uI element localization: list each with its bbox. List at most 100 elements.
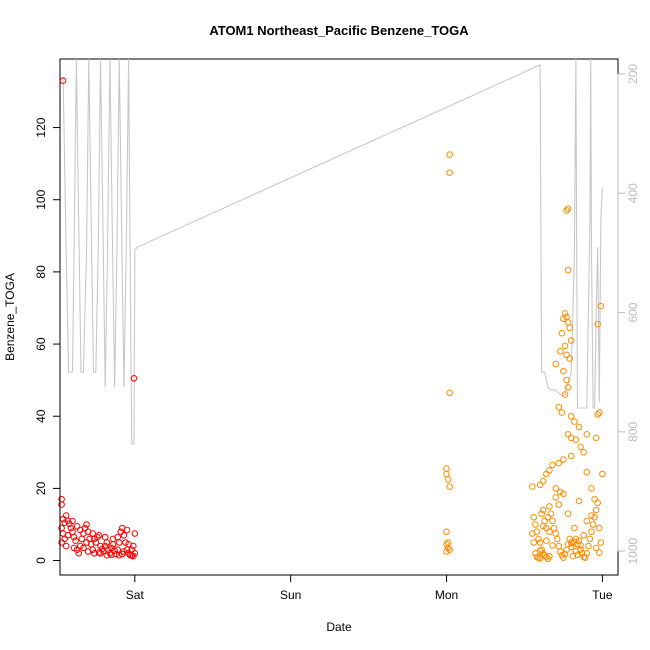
y-tick-label: 0 <box>34 557 48 564</box>
data-point <box>61 535 68 543</box>
data-point <box>546 528 553 536</box>
x-tick-label: Sun <box>280 588 301 602</box>
data-point <box>563 351 570 359</box>
plot-frame <box>59 58 619 576</box>
data-point <box>70 533 78 541</box>
data-point <box>130 375 138 382</box>
data-point <box>546 467 553 474</box>
data-point <box>95 549 103 556</box>
data-point <box>536 555 544 562</box>
data-point <box>597 539 605 546</box>
data-point <box>578 550 586 557</box>
data-point <box>564 431 572 438</box>
data-point <box>62 512 70 519</box>
data-point <box>538 510 545 518</box>
y2-tick-label: 1000 <box>626 537 640 564</box>
data-point <box>446 151 454 158</box>
x-axis-label: Date <box>326 620 352 634</box>
x-tick-label: Mon <box>435 588 458 602</box>
chart-title: ATOM1 Northeast_Pacific Benzene_TOGA <box>209 23 469 38</box>
data-point <box>115 551 123 559</box>
data-point <box>552 530 560 537</box>
data-point <box>443 470 450 478</box>
data-point <box>114 533 121 541</box>
data-point <box>563 207 570 214</box>
data-point <box>128 552 135 559</box>
data-point <box>558 329 566 337</box>
data-point <box>564 266 572 274</box>
data-point <box>123 526 131 534</box>
y-tick-label: 100 <box>34 189 48 209</box>
data-point <box>95 532 103 539</box>
data-point <box>591 495 598 503</box>
data-point <box>91 550 98 557</box>
data-point <box>536 481 544 489</box>
secondary-line <box>62 59 603 445</box>
data-point <box>80 544 87 552</box>
data-point <box>72 537 79 545</box>
data-point <box>569 552 577 560</box>
data-point <box>566 324 574 332</box>
data-point <box>84 548 92 555</box>
series-group <box>58 77 606 563</box>
data-point <box>101 533 109 541</box>
data-point <box>592 434 600 442</box>
data-point <box>575 497 583 505</box>
data-point <box>112 550 120 558</box>
data-point <box>538 546 545 554</box>
data-point <box>599 470 606 478</box>
data-point <box>446 169 454 176</box>
data-point <box>555 459 563 467</box>
data-point <box>567 452 575 460</box>
data-point <box>446 546 454 554</box>
data-point <box>588 485 595 492</box>
data-point <box>555 403 563 411</box>
data-point <box>546 503 553 510</box>
data-point <box>560 554 567 562</box>
data-point <box>594 499 602 507</box>
data-point <box>75 550 82 557</box>
data-point <box>539 506 547 514</box>
data-point <box>574 541 581 548</box>
data-point <box>594 411 602 418</box>
data-point <box>589 521 597 528</box>
data-point <box>580 449 588 456</box>
series-1 <box>58 77 139 560</box>
data-point <box>574 551 581 559</box>
data-point <box>89 530 96 537</box>
data-point <box>571 524 578 532</box>
y-tick-label: 40 <box>34 409 48 423</box>
data-point <box>592 506 600 514</box>
data-point <box>546 552 553 560</box>
data-point <box>563 376 570 384</box>
data-point <box>111 547 118 554</box>
data-point <box>64 532 72 539</box>
data-point <box>70 544 78 552</box>
data-point <box>543 470 550 478</box>
data-point <box>535 535 542 543</box>
data-point <box>83 521 90 528</box>
data-point <box>560 490 567 498</box>
data-point <box>530 539 538 546</box>
data-point <box>569 539 577 547</box>
data-point <box>536 547 544 555</box>
y-axis-label: Benzene_TOGA <box>3 273 17 361</box>
data-point <box>580 532 588 539</box>
data-point <box>594 320 602 328</box>
data-point <box>443 548 450 555</box>
data-point <box>583 431 591 438</box>
data-point <box>552 494 560 501</box>
data-point <box>567 543 575 551</box>
data-point <box>103 551 111 559</box>
data-point <box>58 501 65 508</box>
data-point <box>83 539 90 546</box>
data-point <box>444 476 452 483</box>
data-point <box>539 523 547 530</box>
series-2 <box>443 151 606 563</box>
data-point <box>586 535 594 543</box>
data-point <box>117 528 125 536</box>
data-point <box>536 539 544 546</box>
data-point <box>560 367 567 375</box>
data-point <box>564 205 572 212</box>
